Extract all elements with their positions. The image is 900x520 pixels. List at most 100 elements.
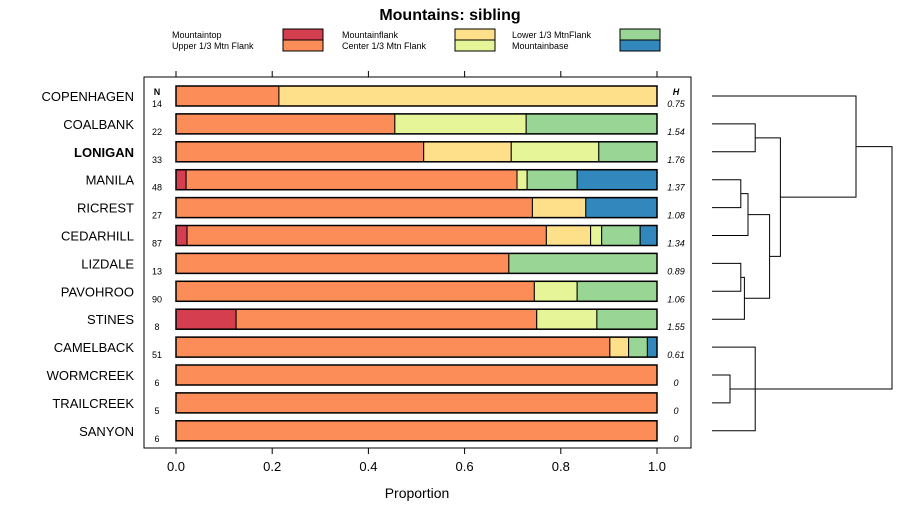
bar-segment-camelback-mountainbase	[646, 336, 658, 358]
bar-segment-cedarhill-mountainflank	[545, 225, 592, 246]
dendrogram-branch-5	[712, 262, 742, 292]
category-label-wormcreek: WORMCREEK	[47, 368, 135, 383]
bar-segment-cedarhill-upper-1-3-mtn-flank	[186, 225, 547, 246]
h-value-lizdale: 0.89	[667, 266, 685, 276]
bar-segment-manila-mountaintop	[175, 169, 187, 191]
bar-segment-pavohroo-lower-1-3-mtnflank	[576, 280, 658, 302]
h-value-ricrest: 1.08	[667, 211, 685, 221]
bar-segment-coalbank-center-1-3-mtn-flank	[394, 113, 527, 135]
x-tick-label-3: 0.6	[456, 459, 474, 474]
bar-segment-lizdale-upper-1-3-mtn-flank	[175, 252, 510, 274]
x-tick-label-0: 0.0	[167, 459, 185, 474]
bar-segment-coalbank-upper-1-3-mtn-flank	[175, 113, 396, 135]
h-value-lonigan: 1.76	[667, 155, 685, 165]
bar-outline-stines	[175, 308, 658, 330]
dendrogram-branch-0	[712, 374, 731, 404]
bar-segment-cedarhill-center-1-3-mtn-flank	[590, 225, 603, 246]
category-label-manila: MANILA	[86, 173, 135, 188]
bar-segment-copenhagen-mountainflank	[278, 85, 658, 107]
category-label-copenhagen: COPENHAGEN	[42, 89, 134, 104]
x-tick-label-4: 0.8	[552, 459, 570, 474]
x-axis: 0.0 0.2 0.4 0.6 0.8 1.0	[167, 71, 666, 474]
bar-segment-ricrest-mountainflank	[531, 197, 587, 219]
legend-swatch-upper	[282, 39, 324, 52]
legend-label-upper: Upper 1/3 Mtn Flank	[172, 41, 254, 51]
h-value-coalbank: 1.54	[667, 127, 685, 137]
n-value-stines: 8	[154, 322, 159, 332]
n-value-ricrest: 27	[152, 211, 162, 221]
bar-segment-trailcreek-upper-1-3-mtn-flank	[175, 392, 658, 414]
bar-outline-camelback	[175, 336, 658, 358]
bar-segment-lonigan-center-1-3-mtn-flank	[510, 141, 600, 163]
h-column-header: H	[673, 87, 680, 97]
category-label-coalbank: COALBANK	[63, 117, 134, 132]
dendrogram-branch-3	[712, 179, 742, 209]
legend-label-center: Center 1/3 Mtn Flank	[342, 41, 427, 51]
dendrogram-branch-8	[712, 123, 756, 153]
bar-segment-wormcreek-upper-1-3-mtn-flank	[175, 364, 658, 386]
h-value-wormcreek: 0	[673, 378, 678, 388]
bar-segment-lizdale-lower-1-3-mtnflank	[508, 252, 658, 274]
dendrogram-branch-10	[712, 95, 857, 198]
n-value-lonigan: 33	[152, 155, 162, 165]
dendrogram-branch-6	[712, 276, 745, 320]
bar-segment-stines-mountaintop	[175, 308, 237, 330]
category-label-lonigan: LONIGAN	[74, 145, 134, 160]
h-value-stines: 1.55	[667, 322, 686, 332]
n-value-wormcreek: 6	[154, 378, 159, 388]
bar-segment-camelback-upper-1-3-mtn-flank	[175, 336, 611, 358]
bar-segment-lonigan-mountainflank	[423, 141, 512, 163]
category-label-camelback: CAMELBACK	[54, 340, 135, 355]
legend-swatch-mountaintop	[282, 28, 324, 41]
h-value-camelback: 0.61	[667, 350, 685, 360]
h-value-copenhagen: 0.75	[667, 99, 686, 109]
bar-segment-camelback-lower-1-3-mtnflank	[628, 336, 648, 358]
plot-frame	[143, 76, 692, 449]
legend-label-base: Mountainbase	[512, 41, 569, 51]
bar-segment-stines-lower-1-3-mtnflank	[596, 308, 658, 330]
bar-outline-wormcreek	[175, 364, 658, 386]
bar-segment-coalbank-lower-1-3-mtnflank	[525, 113, 658, 135]
legend-swatch-mountainflank	[454, 28, 496, 41]
legend-label-mountaintop: Mountaintop	[172, 30, 222, 40]
n-value-copenhagen: 14	[152, 99, 162, 109]
h-value-cedarhill: 1.34	[667, 239, 685, 249]
n-value-coalbank: 22	[152, 127, 162, 137]
legend-label-lower: Lower 1/3 MtnFlank	[512, 30, 592, 40]
h-value-sanyon: 0	[673, 434, 678, 444]
bar-segment-manila-center-1-3-mtn-flank	[516, 169, 528, 191]
bar-segment-manila-lower-1-3-mtnflank	[526, 169, 578, 191]
bar-segment-lonigan-upper-1-3-mtn-flank	[175, 141, 425, 163]
bar-rows: COPENHAGEN 14 0.75 COALBANK 22 1.54 LONIGAN 33 1…	[42, 85, 686, 444]
n-value-sanyon: 6	[154, 434, 159, 444]
h-value-pavohroo: 1.06	[667, 294, 685, 304]
category-label-trailcreek: TRAILCREEK	[52, 396, 134, 411]
bar-outline-ricrest	[175, 196, 658, 219]
n-value-trailcreek: 5	[154, 406, 159, 416]
bar-outline-lizdale	[175, 252, 658, 275]
n-value-pavohroo: 90	[152, 294, 162, 304]
n-value-lizdale: 13	[152, 266, 162, 276]
category-label-ricrest: RICREST	[77, 201, 134, 216]
bar-segment-cedarhill-lower-1-3-mtnflank	[601, 225, 641, 246]
dendrogram	[712, 95, 893, 432]
dendrogram-branch-4	[712, 193, 749, 236]
bar-outline-manila	[175, 168, 658, 191]
category-label-stines: STINES	[87, 312, 134, 327]
bar-segment-ricrest-upper-1-3-mtn-flank	[175, 197, 533, 219]
bar-segment-sanyon-upper-1-3-mtn-flank	[175, 420, 658, 442]
bar-outline-copenhagen	[175, 85, 658, 107]
legend-swatch-center	[454, 39, 496, 52]
x-tick-label-5: 1.0	[648, 459, 666, 474]
dendrogram-branch-9	[755, 137, 781, 257]
category-label-pavohroo: PAVOHROO	[61, 284, 134, 299]
bar-segment-stines-center-1-3-mtn-flank	[536, 308, 598, 330]
bar-segment-camelback-mountainflank	[609, 336, 630, 358]
bar-outline-sanyon	[175, 420, 658, 442]
bar-segment-pavohroo-upper-1-3-mtn-flank	[175, 280, 535, 302]
dendrogram-branch-11	[784, 146, 893, 390]
legend-label-mountainflank: Mountainflank	[342, 30, 399, 40]
bar-outline-trailcreek	[175, 392, 658, 414]
bar-segment-stines-upper-1-3-mtn-flank	[235, 308, 538, 330]
